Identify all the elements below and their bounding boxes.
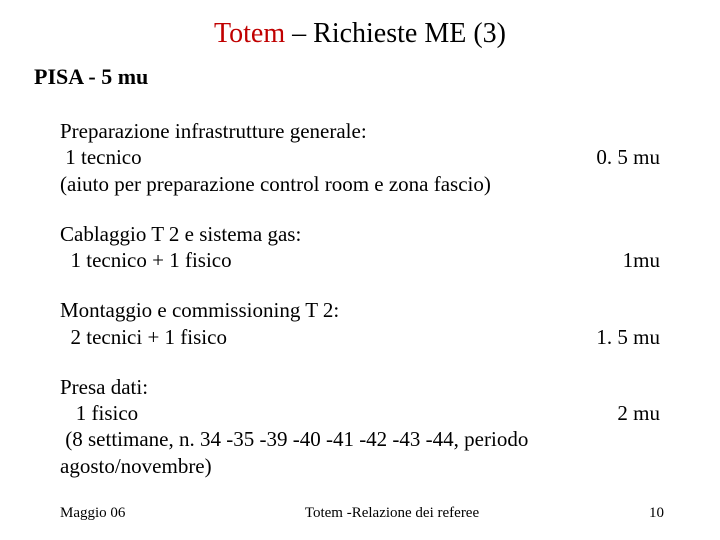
content-block: Montaggio e commissioning T 2: 2 tecnici… bbox=[60, 297, 660, 350]
content-line: Preparazione infrastrutture generale: bbox=[60, 118, 660, 144]
line-text: 1 tecnico bbox=[60, 144, 580, 170]
line-value: 2 mu bbox=[580, 400, 660, 426]
line-text: Montaggio e commissioning T 2: bbox=[60, 297, 660, 323]
slide-body: Preparazione infrastrutture generale: 1 … bbox=[60, 118, 660, 503]
title-sep: – bbox=[285, 18, 313, 49]
content-line: agosto/novembre) bbox=[60, 453, 660, 479]
footer-right: 10 bbox=[604, 505, 664, 522]
line-text: (aiuto per preparazione control room e z… bbox=[60, 171, 660, 197]
content-block: Cablaggio T 2 e sistema gas: 1 tecnico +… bbox=[60, 221, 660, 274]
line-text: 2 tecnici + 1 fisico bbox=[60, 324, 580, 350]
line-text: (8 settimane, n. 34 -35 -39 -40 -41 -42 … bbox=[60, 426, 660, 452]
line-text: 1 tecnico + 1 fisico bbox=[60, 247, 580, 273]
content-line: (8 settimane, n. 34 -35 -39 -40 -41 -42 … bbox=[60, 426, 660, 452]
line-text: Cablaggio T 2 e sistema gas: bbox=[60, 221, 660, 247]
footer-center: Totem -Relazione dei referee bbox=[180, 505, 604, 522]
slide: Totem – Richieste ME (3) PISA - 5 mu Pre… bbox=[0, 0, 720, 540]
footer-left: Maggio 06 bbox=[60, 505, 180, 522]
content-line: 1 tecnico + 1 fisico1mu bbox=[60, 247, 660, 273]
content-line: 1 fisico2 mu bbox=[60, 400, 660, 426]
line-value: 1. 5 mu bbox=[580, 324, 660, 350]
content-line: (aiuto per preparazione control room e z… bbox=[60, 171, 660, 197]
title-part2: Richieste ME (3) bbox=[313, 18, 506, 49]
slide-subtitle: PISA - 5 mu bbox=[34, 64, 148, 90]
line-text: agosto/novembre) bbox=[60, 453, 660, 479]
line-value: 1mu bbox=[580, 247, 660, 273]
slide-footer: Maggio 06 Totem -Relazione dei referee 1… bbox=[0, 505, 720, 522]
slide-title: Totem – Richieste ME (3) bbox=[0, 18, 720, 50]
content-line: 2 tecnici + 1 fisico1. 5 mu bbox=[60, 324, 660, 350]
line-value: 0. 5 mu bbox=[580, 144, 660, 170]
title-part1: Totem bbox=[214, 18, 285, 49]
content-block: Preparazione infrastrutture generale: 1 … bbox=[60, 118, 660, 197]
content-line: Montaggio e commissioning T 2: bbox=[60, 297, 660, 323]
line-text: 1 fisico bbox=[60, 400, 580, 426]
line-text: Preparazione infrastrutture generale: bbox=[60, 118, 660, 144]
content-block: Presa dati: 1 fisico2 mu (8 settimane, n… bbox=[60, 374, 660, 479]
content-line: 1 tecnico0. 5 mu bbox=[60, 144, 660, 170]
content-line: Cablaggio T 2 e sistema gas: bbox=[60, 221, 660, 247]
content-line: Presa dati: bbox=[60, 374, 660, 400]
line-text: Presa dati: bbox=[60, 374, 660, 400]
